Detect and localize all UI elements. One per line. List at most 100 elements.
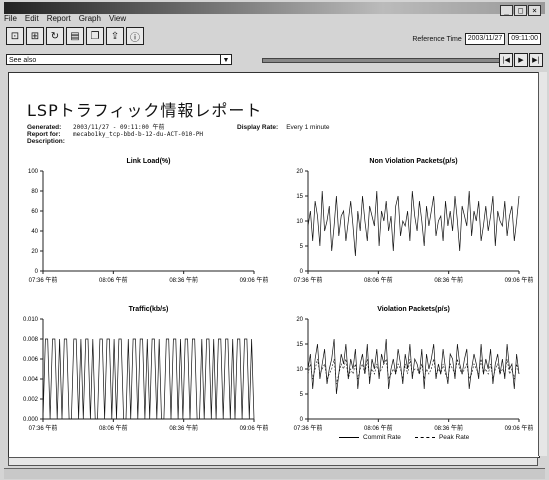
menu-view[interactable]: View [108,14,127,23]
printer-icon: ▤ [70,30,80,42]
window-controls: _ □ × [500,5,541,16]
y-tick-label: 15 [296,194,303,200]
y-tick-label: 80 [31,189,38,195]
see-also-dropdown[interactable]: See also ▼ [6,54,232,65]
y-tick-label: 0.008 [23,337,39,343]
x-tick-label: 08:36 午前 [434,424,463,432]
description-label: Description: [27,138,65,145]
status-bar [4,468,545,479]
y-tick-label: 20 [296,169,303,175]
reference-time-label: Reference Time [412,35,462,43]
violation-packets-chart: Violation Packets(p/s) 0 5 10 15 20 07:36 午前 08… [294,306,534,432]
series-line-1 [307,190,520,257]
title-bar: _ □ × [4,2,545,16]
report-for-value: mecabo1ky_tcp-bbd-b-12-du-ACT-010-PH [73,131,204,138]
reference-time: Reference Time 2003/11/27 09:11:00 [412,33,541,45]
print-button[interactable]: ▤ [66,27,84,45]
info-button[interactable]: ⓘ [126,27,144,45]
x-tick-label: 07:36 午前 [29,276,58,284]
menu-bar: File Edit Report Graph View [4,14,126,25]
legend: Commit Rate Peak Rate [339,434,469,441]
refresh-button[interactable]: ↻ [46,27,64,45]
commit-line-swatch [339,436,359,438]
legend-peak-label: Peak Rate [438,434,470,441]
link-load-chart: Link Load(%) 0 20 40 60 80 100 07:36 午前 08:06 午前… [28,158,269,284]
time-slider[interactable] [262,58,504,63]
legend-peak: Peak Rate [414,434,470,441]
report-title: LSPトラフィック情報レポート [27,101,263,120]
legend-commit: Commit Rate [339,434,401,441]
series-line-2 [307,357,520,385]
x-tick-label: 09:06 午前 [505,276,534,284]
x-tick-label: 07:36 午前 [294,276,323,284]
x-tick-label: 09:06 午前 [505,424,534,432]
chart-title: Violation Packets(p/s) [377,306,450,313]
report-view: LSPトラフィック情報レポート Generated: 2003/11/27 - 0… [8,72,540,458]
y-tick-label: 60 [31,209,38,215]
y-tick-label: 15 [296,342,303,348]
y-tick-label: 10 [296,219,303,225]
vertical-scrollbar[interactable] [538,72,547,456]
info-icon: ⓘ [130,32,140,44]
y-tick-label: 0.006 [23,357,39,363]
menu-report[interactable]: Report [46,14,71,23]
reference-clock-field[interactable]: 09:11:00 [508,33,541,45]
open-report-button[interactable]: ⊞ [26,27,44,45]
y-tick-label: 40 [31,229,38,235]
close-icon[interactable]: × [528,5,541,16]
y-tick-label: 0 [35,269,39,275]
y-tick-label: 0.002 [23,397,39,403]
first-button[interactable]: |◀ [499,53,513,67]
peak-line-swatch [414,436,435,438]
generated-value: 2003/11/27 - 09:11:00 午前 [73,124,165,131]
x-tick-label: 08:06 午前 [364,276,393,284]
traffic-chart: Traffic(kb/s) 0.000 0.002 0.004 0.006 0.008 0.… [23,306,269,432]
horizontal-scrollbar[interactable] [8,457,538,466]
generated-label: Generated: [27,124,62,131]
next-button[interactable]: ▶ [514,53,528,67]
menu-edit[interactable]: Edit [24,14,39,23]
x-tick-label: 07:36 午前 [29,424,58,432]
export-button[interactable]: ⇪ [106,27,124,45]
y-tick-label: 5 [300,392,304,398]
see-also-label: See also [9,57,37,64]
chevron-down-icon[interactable]: ▼ [220,55,231,64]
x-tick-label: 08:36 午前 [434,276,463,284]
y-tick-label: 0.000 [23,417,39,423]
reference-date-field[interactable]: 2003/11/27 [464,33,506,45]
y-tick-label: 0 [300,417,304,423]
chart-title: Traffic(kb/s) [129,306,169,313]
y-tick-label: 0.010 [23,317,39,323]
display-rate-value: Every 1 minute [286,124,330,131]
x-tick-label: 08:06 午前 [99,424,128,432]
series-line-1 [307,338,520,395]
report-for-label: Report for: [27,131,61,138]
x-tick-label: 08:36 午前 [169,276,198,284]
chart-title: Link Load(%) [127,158,171,165]
x-tick-label: 09:06 午前 [240,276,269,284]
y-tick-label: 100 [28,169,39,175]
refresh-icon: ↻ [50,30,60,42]
toolbar: ⊡ ⊞ ↻ ▤ ❐ ⇪ ⓘ [6,27,144,49]
menu-file[interactable]: File [4,14,17,23]
menu-graph[interactable]: Graph [78,14,101,23]
copy-button[interactable]: ❐ [86,27,104,45]
maximize-icon[interactable]: □ [514,5,527,16]
graph-icon: ⊞ [30,30,40,42]
minimize-icon[interactable]: _ [500,5,513,16]
x-tick-label: 09:06 午前 [240,424,269,432]
y-tick-label: 0.004 [23,377,39,383]
copy-icon: ❐ [90,30,100,42]
new-report-button[interactable]: ⊡ [6,27,24,45]
y-tick-label: 20 [296,317,303,323]
non-violation-packets-chart: Non Violation Packets(p/s) 0 5 10 15 20 07:36 … [294,158,534,284]
display-rate-label: Display Rate: [237,124,279,131]
y-tick-label: 5 [300,244,304,250]
x-tick-label: 07:36 午前 [294,424,323,432]
chart-title: Non Violation Packets(p/s) [369,158,457,165]
y-tick-label: 0 [300,269,304,275]
x-tick-label: 08:36 午前 [169,424,198,432]
last-button[interactable]: ▶| [529,53,543,67]
y-tick-label: 10 [296,367,303,373]
